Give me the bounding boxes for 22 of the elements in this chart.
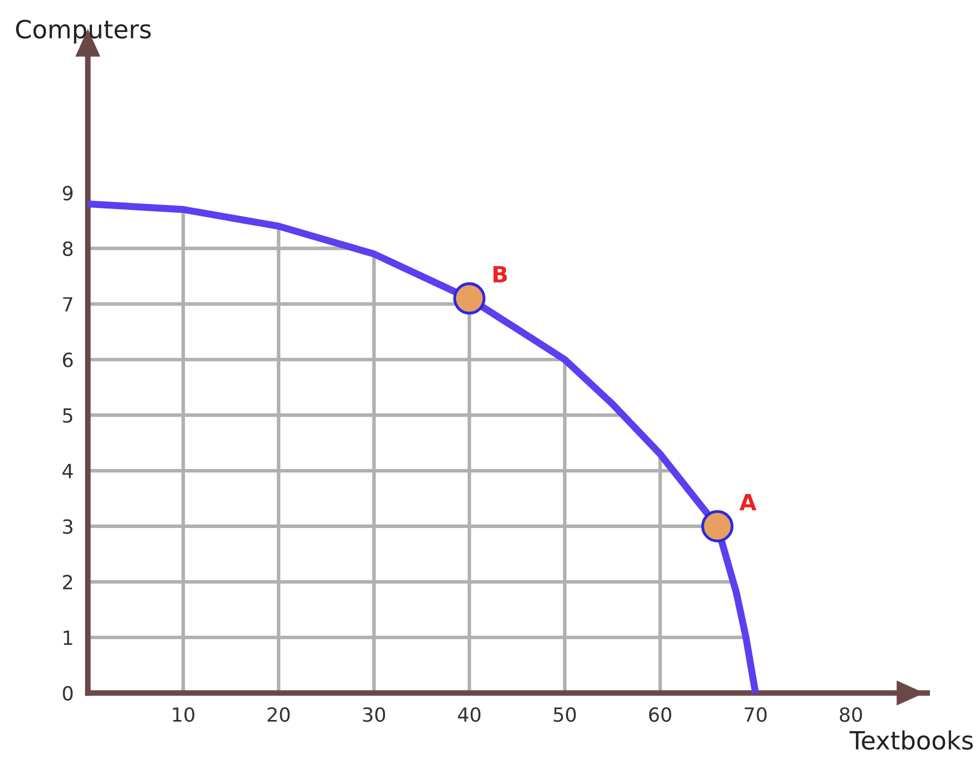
x-tick-label: 50 [554,707,576,722]
x-tick-label: 10 [172,707,194,722]
x-tick-label: 80 [840,707,862,722]
annotation: A [739,494,756,510]
x-tick-label: 20 [268,707,290,722]
annotation: B [493,266,507,282]
x-tick-label: 40 [458,707,480,722]
x-tick-label: 30 [363,707,386,722]
x-tick-label: 70 [744,707,767,722]
y-tick-label: 5 [63,408,72,423]
y-tick-label: 8 [62,241,73,256]
y-axis-title: Computers [16,20,151,44]
y-tick-label: 7 [63,297,72,312]
x-axis-title: Textbooks [849,730,973,750]
y-tick-label: 6 [62,352,73,368]
y-tick-label: 1 [64,630,72,645]
x-tick-label: 60 [649,707,672,722]
y-tick-label: 3 [63,519,72,534]
y-tick-label: 9 [62,186,73,200]
y-tick-label: 0 [62,686,73,701]
y-tick-label: 2 [63,574,72,590]
y-tick-label: 4 [62,464,73,478]
